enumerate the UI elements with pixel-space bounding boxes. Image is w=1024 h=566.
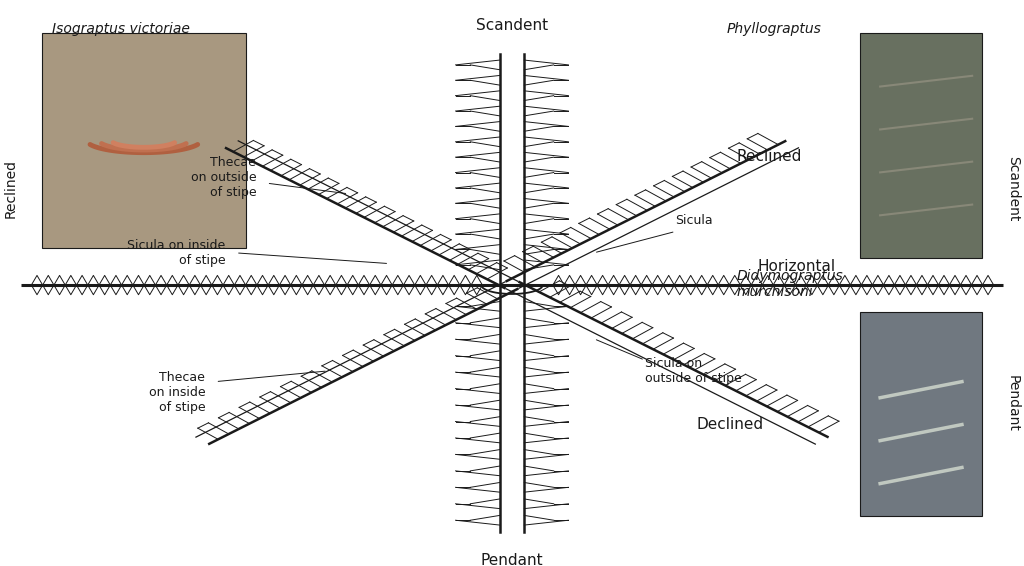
- Text: Pendant: Pendant: [1006, 375, 1020, 431]
- Text: Phyllograptus: Phyllograptus: [727, 22, 821, 36]
- Text: Thecae
on outside
of stipe: Thecae on outside of stipe: [190, 156, 256, 199]
- Text: Pendant: Pendant: [480, 554, 544, 566]
- Text: Scandent: Scandent: [1006, 156, 1020, 221]
- Bar: [42, 33, 246, 247]
- Text: Declined: Declined: [696, 417, 763, 432]
- Text: Sicula on inside
of stipe: Sicula on inside of stipe: [127, 239, 225, 267]
- Text: Reclined: Reclined: [4, 159, 18, 218]
- Bar: [860, 312, 982, 516]
- Text: Isograptus victoriae: Isograptus victoriae: [52, 22, 189, 36]
- Text: Horizontal: Horizontal: [758, 259, 836, 275]
- Text: Scandent: Scandent: [476, 18, 548, 33]
- Text: Didymograptus
murchisoni: Didymograptus murchisoni: [737, 269, 844, 299]
- Text: Thecae
on inside
of stipe: Thecae on inside of stipe: [148, 371, 205, 414]
- Text: Reclined: Reclined: [737, 149, 803, 164]
- Bar: [860, 33, 982, 258]
- Text: Sicula on
outside of stipe: Sicula on outside of stipe: [645, 357, 741, 385]
- Text: Sicula: Sicula: [676, 214, 714, 227]
